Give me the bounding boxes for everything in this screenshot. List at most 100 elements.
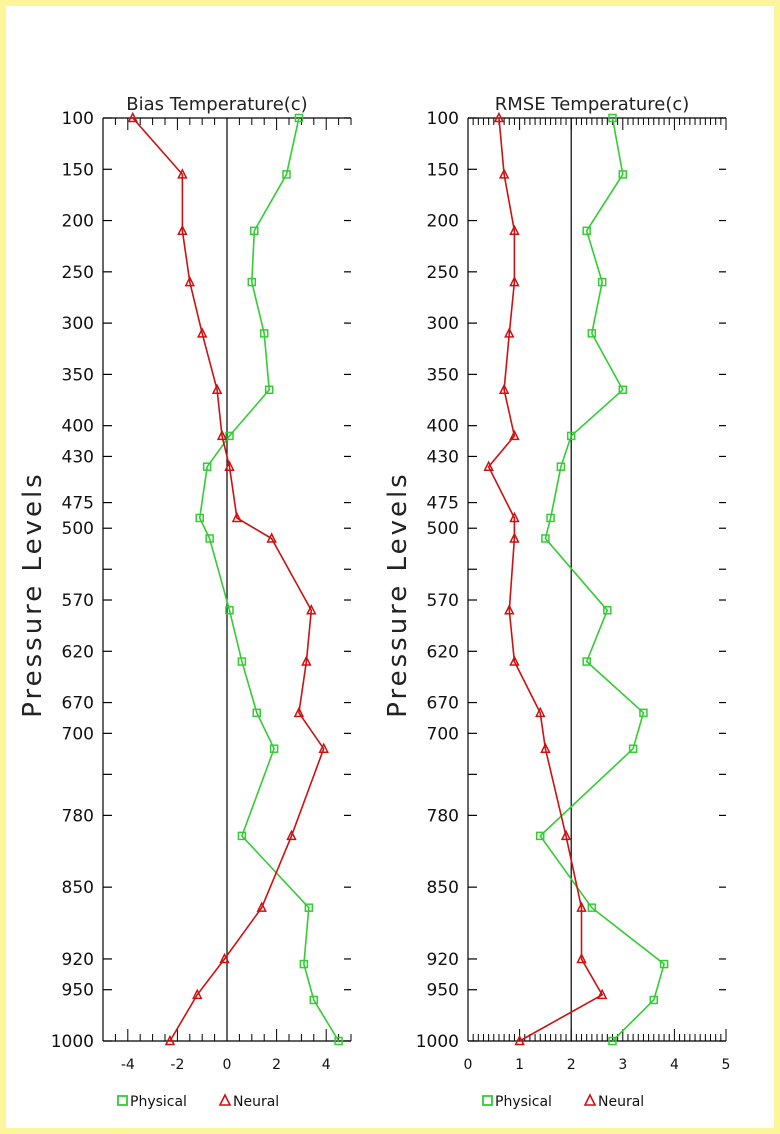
legend-physical-label: Physical	[495, 1094, 552, 1110]
data-point-neural	[196, 327, 208, 338]
series-line-neural	[487, 117, 604, 1042]
data-point-physical	[556, 462, 566, 471]
chart-canvas: 1001502002503003504004304755005706206707…	[18, 94, 730, 1110]
data-point-physical	[582, 657, 591, 666]
x-tick-label: 1	[515, 1057, 524, 1073]
data-point-neural	[509, 655, 520, 666]
y-tick-label: 250	[62, 263, 94, 283]
x-tick-label: 2	[272, 1057, 281, 1073]
y-tick-label: 1000	[416, 1032, 459, 1052]
data-point-neural	[177, 224, 188, 236]
y-tick-label: 950	[62, 981, 94, 1001]
data-point-neural	[266, 532, 277, 543]
data-point-neural	[318, 742, 329, 753]
legend-neural-marker	[218, 1093, 232, 1106]
x-tick-label: -4	[121, 1057, 135, 1073]
data-point-physical	[546, 513, 555, 523]
y-tick-label: 100	[427, 109, 459, 129]
data-point-neural	[164, 1034, 176, 1046]
data-point-neural	[231, 511, 243, 523]
data-point-neural	[301, 655, 312, 666]
y-tick-label: 475	[62, 494, 94, 514]
data-point-physical	[309, 995, 319, 1005]
y-tick-label: 350	[62, 365, 94, 385]
data-point-physical	[195, 513, 204, 523]
y-tick-label: 250	[427, 263, 459, 283]
y-tick-label: 100	[62, 109, 94, 129]
y-tick-label: 200	[427, 212, 459, 232]
y-tick-label: 300	[427, 314, 459, 334]
data-point-physical	[618, 170, 628, 179]
y-tick-label: 670	[62, 694, 94, 714]
data-point-physical	[587, 329, 597, 338]
data-point-physical	[202, 462, 212, 471]
data-point-physical	[304, 903, 314, 912]
x-tick-label: 2	[567, 1057, 576, 1073]
data-point-physical	[225, 606, 234, 615]
data-point-neural	[184, 275, 196, 287]
legend-physical-marker	[482, 1095, 493, 1106]
data-point-physical	[618, 385, 628, 395]
data-point-physical	[237, 831, 247, 841]
y-tick-label: 850	[427, 878, 459, 898]
y-tick-label: 430	[62, 447, 94, 467]
data-point-neural	[224, 460, 235, 471]
x-tick-label: -2	[170, 1057, 184, 1073]
y-tick-label: 920	[62, 950, 94, 970]
data-point-physical	[541, 534, 550, 543]
data-point-physical	[603, 606, 612, 615]
data-point-neural	[177, 168, 188, 179]
data-point-neural	[306, 604, 317, 615]
y-tick-label: 150	[427, 160, 459, 180]
y-tick-label: 350	[427, 365, 459, 385]
y-tick-label: 920	[427, 950, 459, 970]
y-tick-label: 620	[427, 642, 459, 662]
data-point-physical	[225, 431, 234, 441]
data-point-neural	[127, 111, 138, 123]
y-tick-label: 570	[62, 591, 94, 611]
data-point-neural	[509, 275, 520, 287]
data-point-physical	[649, 995, 659, 1005]
y-axis-title: Pressure Levels	[383, 471, 413, 717]
x-tick-label: 3	[618, 1057, 627, 1073]
data-point-physical	[608, 113, 617, 123]
data-point-physical	[628, 744, 638, 753]
data-point-neural	[211, 383, 223, 395]
data-point-physical	[608, 1036, 617, 1046]
data-point-neural	[576, 901, 587, 912]
legend-neural-label: Neural	[233, 1094, 279, 1110]
y-tick-label: 475	[427, 494, 459, 514]
data-point-physical	[587, 903, 597, 912]
x-tick-label: 0	[223, 1057, 232, 1073]
data-point-physical	[299, 959, 309, 969]
data-point-physical	[247, 277, 257, 287]
y-tick-label: 500	[62, 519, 94, 539]
chart-title: Bias Temperature(c)	[126, 94, 307, 115]
data-point-physical	[250, 226, 259, 236]
y-tick-label: 700	[427, 724, 459, 744]
data-point-neural	[576, 952, 587, 964]
data-point-neural	[596, 988, 608, 1000]
series-line-neural	[132, 117, 325, 1042]
y-tick-label: 400	[62, 417, 94, 437]
data-point-neural	[498, 383, 510, 395]
data-point-physical	[264, 385, 274, 395]
data-point-physical	[659, 959, 669, 969]
data-point-physical	[282, 170, 291, 179]
x-tick-label: 4	[670, 1057, 679, 1073]
data-point-physical	[639, 708, 648, 718]
data-point-neural	[509, 532, 520, 543]
data-point-physical	[334, 1036, 343, 1046]
data-point-physical	[294, 113, 304, 123]
data-point-neural	[216, 429, 228, 441]
data-point-neural	[560, 829, 572, 841]
data-point-neural	[509, 429, 520, 441]
data-point-physical	[597, 277, 607, 287]
data-point-physical	[535, 831, 545, 841]
data-point-neural	[535, 706, 546, 718]
data-point-neural	[498, 168, 510, 179]
legend-neural-label: Neural	[598, 1094, 644, 1110]
data-point-neural	[483, 460, 494, 471]
data-point-physical	[237, 657, 247, 666]
